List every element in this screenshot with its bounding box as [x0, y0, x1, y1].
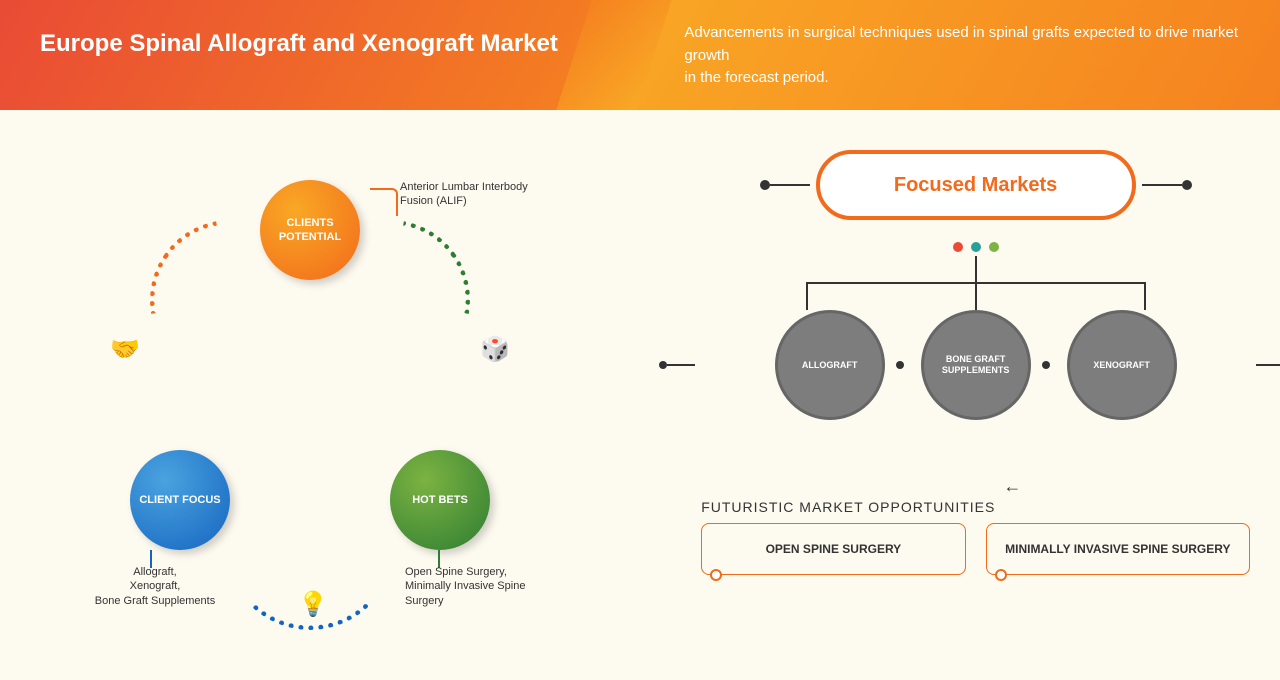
gray-node-row: ALLOGRAFT BONE GRAFT SUPPLEMENTS XENOGRA…	[701, 310, 1250, 420]
inter-dot-1	[896, 361, 904, 369]
indicator-dots	[701, 242, 1250, 252]
dot-green	[989, 242, 999, 252]
connector-orange	[370, 188, 398, 216]
tree-stem	[975, 256, 977, 282]
clients-potential-label: CLIENTS POTENTIAL	[260, 216, 360, 245]
cycle-diagram: 🤝 🎲 💡 CLIENTS POTENTIAL Anterior Lumbar …	[0, 110, 691, 680]
hot-bets-node: HOT BETS	[390, 450, 490, 550]
opp-label-2: MINIMALLY INVASIVE SPINE SURGERY	[1005, 542, 1230, 556]
row-dot-left	[659, 361, 667, 369]
gray-node-allograft: ALLOGRAFT	[775, 310, 885, 420]
pill-line-right	[1142, 184, 1182, 186]
focused-markets-title: Focused Markets	[894, 174, 1057, 197]
header-left: Europe Spinal Allograft and Xenograft Ma…	[0, 0, 614, 110]
tree-branches	[806, 284, 1146, 310]
right-panel: Focused Markets ALLOGRAFT	[691, 110, 1280, 680]
focused-markets-pill: Focused Markets	[816, 150, 1136, 220]
row-line-left	[667, 364, 695, 366]
page-title: Europe Spinal Allograft and Xenograft Ma…	[40, 28, 574, 59]
branch-1	[806, 284, 808, 310]
clients-potential-node: CLIENTS POTENTIAL	[260, 180, 360, 280]
opp-label-1: OPEN SPINE SURGERY	[766, 542, 902, 556]
dice-icon: 🎲	[480, 335, 510, 364]
pill-line-left	[770, 184, 810, 186]
header-right: Advancements in surgical techniques used…	[614, 0, 1280, 110]
opportunity-row: OPEN SPINE SURGERY MINIMALLY INVASIVE SP…	[701, 523, 1250, 575]
pill-dot-left	[760, 180, 770, 190]
arrow-left-icon: ←	[1003, 476, 1021, 497]
branch-2	[975, 284, 977, 310]
opp-dot-2	[995, 569, 1007, 581]
inter-dot-2	[1042, 361, 1050, 369]
futuristic-title: FUTURISTIC MARKET OPPORTUNITIES	[701, 498, 995, 515]
gray-label-3: XENOGRAFT	[1093, 360, 1150, 371]
clients-potential-detail: Anterior Lumbar Interbody Fusion (ALIF)	[400, 180, 560, 209]
client-focus-label: CLIENT FOCUS	[139, 493, 220, 507]
dot-red	[953, 242, 963, 252]
main-content: 🤝 🎲 💡 CLIENTS POTENTIAL Anterior Lumbar …	[0, 110, 1280, 680]
branch-3	[1144, 284, 1146, 310]
client-focus-detail: Allograft, Xenograft, Bone Graft Supplem…	[75, 565, 235, 608]
row-line-right	[1256, 364, 1280, 366]
hot-bets-detail: Open Spine Surgery, Minimally Invasive S…	[405, 565, 565, 608]
focused-markets-block: Focused Markets ALLOGRAFT	[701, 150, 1250, 420]
opp-mis: MINIMALLY INVASIVE SPINE SURGERY	[986, 523, 1250, 575]
hot-bets-label: HOT BETS	[412, 493, 468, 507]
futuristic-title-row: FUTURISTIC MARKET OPPORTUNITIES ←	[701, 458, 1250, 515]
gray-label-1: ALLOGRAFT	[802, 360, 858, 371]
gray-node-bonegraft: BONE GRAFT SUPPLEMENTS	[921, 310, 1031, 420]
client-focus-node: CLIENT FOCUS	[130, 450, 230, 550]
gray-label-2: BONE GRAFT SUPPLEMENTS	[932, 354, 1020, 376]
dot-teal	[971, 242, 981, 252]
pill-dot-right	[1182, 180, 1192, 190]
header: Europe Spinal Allograft and Xenograft Ma…	[0, 0, 1280, 110]
handshake-icon: 🤝	[110, 335, 140, 364]
gray-node-xenograft: XENOGRAFT	[1067, 310, 1177, 420]
page-subtitle: Advancements in surgical techniques used…	[684, 22, 1240, 90]
bulb-icon: 💡	[298, 590, 328, 619]
opp-dot-1	[710, 569, 722, 581]
opp-open-spine: OPEN SPINE SURGERY	[701, 523, 965, 575]
